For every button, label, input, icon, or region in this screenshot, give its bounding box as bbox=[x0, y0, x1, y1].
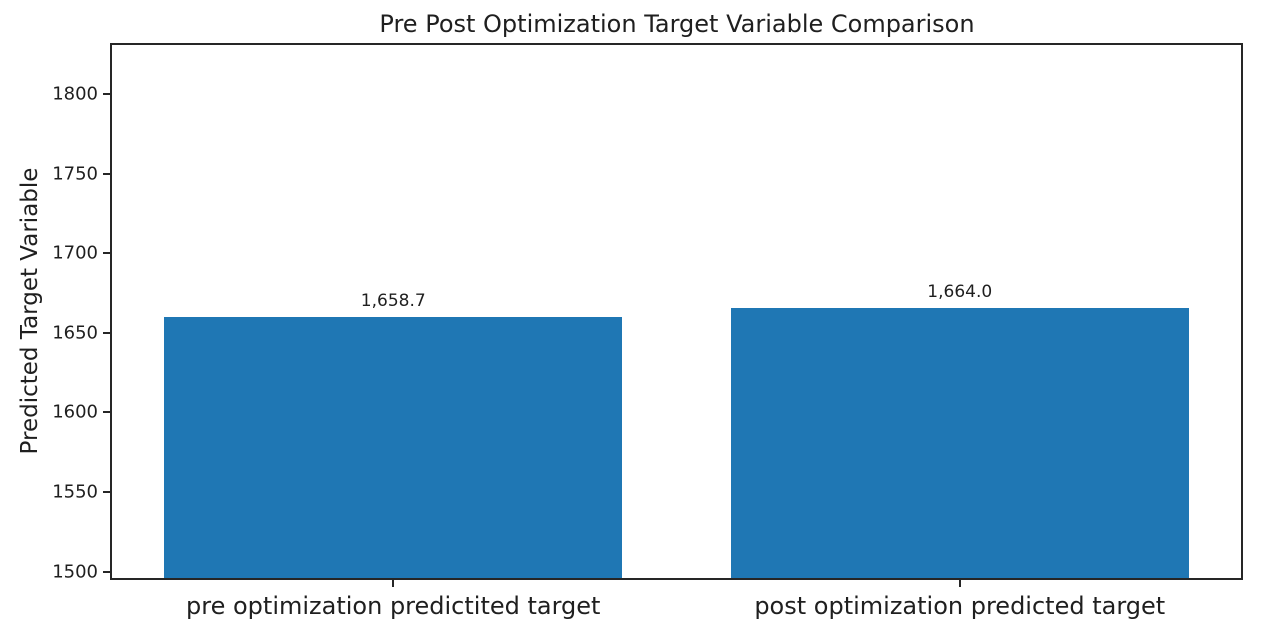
x-tick-label: post optimization predicted target bbox=[754, 592, 1166, 620]
y-tick-mark bbox=[103, 331, 110, 334]
y-tick-label: 1800 bbox=[52, 83, 98, 105]
y-tick-label: 1600 bbox=[52, 401, 98, 423]
y-tick-label: 1500 bbox=[52, 561, 98, 583]
y-tick-mark bbox=[103, 252, 110, 255]
y-tick-label: 1550 bbox=[52, 481, 98, 503]
bar bbox=[730, 308, 1189, 578]
bar bbox=[164, 316, 623, 578]
x-tick-mark bbox=[958, 580, 961, 587]
chart-title: Pre Post Optimization Target Variable Co… bbox=[379, 10, 975, 38]
y-tick-mark bbox=[103, 570, 110, 573]
x-tick-mark bbox=[392, 580, 395, 587]
y-tick-mark bbox=[103, 92, 110, 95]
y-tick-label: 1750 bbox=[52, 163, 98, 185]
y-tick-label: 1700 bbox=[52, 242, 98, 264]
plot-area: 1,658.7 1,664.0 bbox=[110, 43, 1243, 580]
bar-value-label: 1,658.7 bbox=[360, 290, 426, 311]
x-tick-label: pre optimization predictited target bbox=[186, 592, 601, 620]
y-tick-mark bbox=[103, 411, 110, 414]
bar-value-label: 1,664.0 bbox=[927, 282, 993, 303]
y-tick-mark bbox=[103, 490, 110, 493]
y-tick-mark bbox=[103, 172, 110, 175]
y-axis-label: Predicted Target Variable bbox=[17, 167, 43, 455]
y-tick-label: 1650 bbox=[52, 322, 98, 344]
